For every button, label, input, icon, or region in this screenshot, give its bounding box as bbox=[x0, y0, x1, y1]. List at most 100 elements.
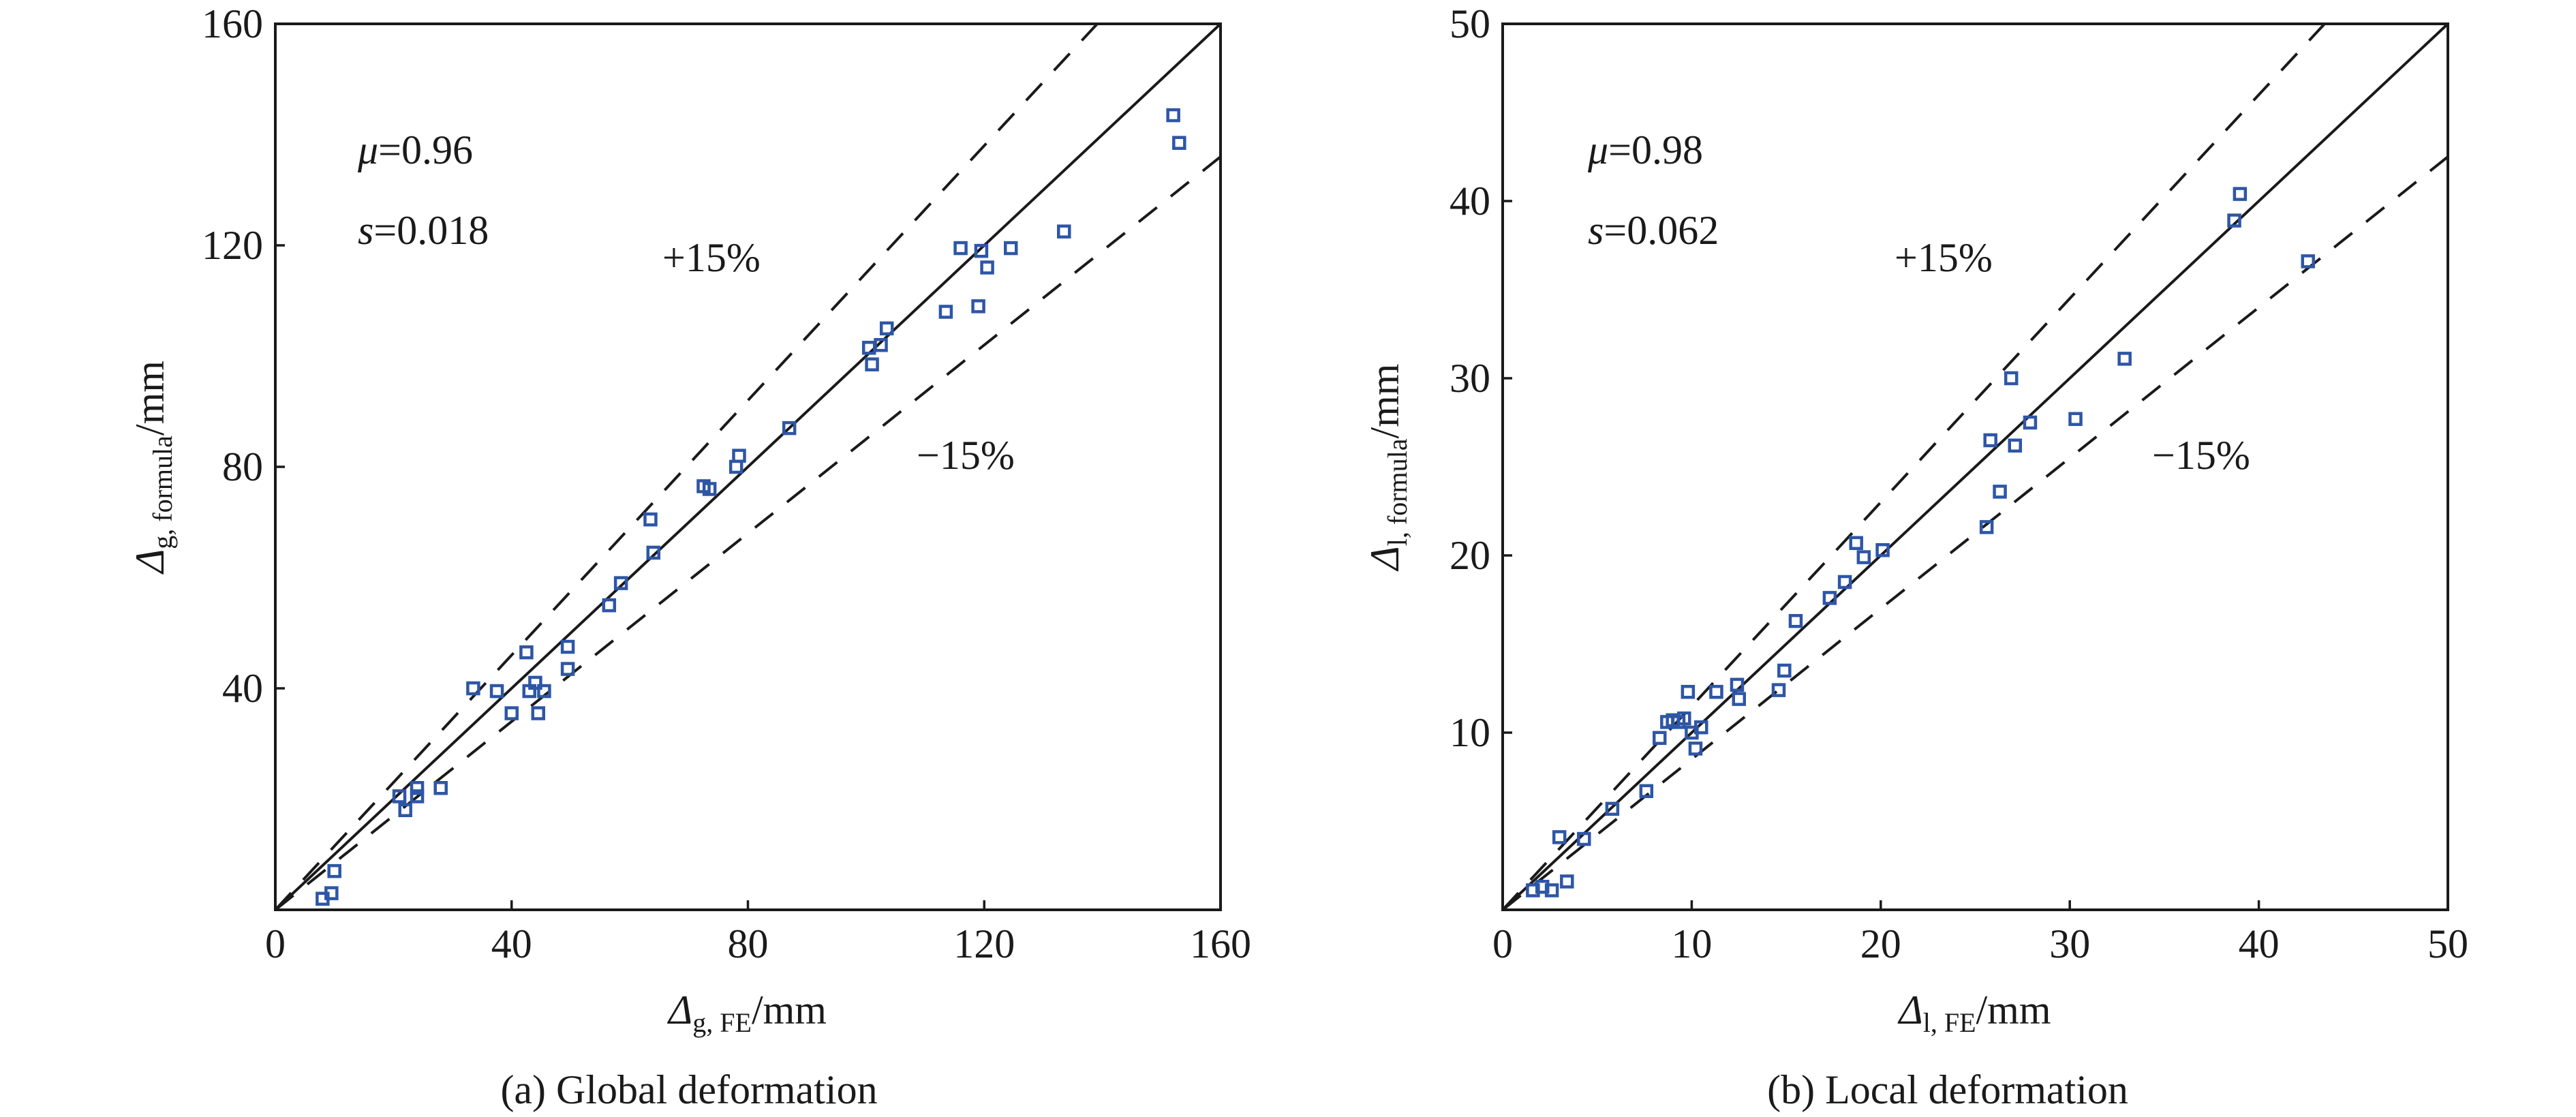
data-point bbox=[1849, 536, 1863, 551]
plot-frame bbox=[1501, 22, 2449, 911]
data-point bbox=[1526, 883, 1540, 898]
data-point bbox=[1577, 831, 1591, 846]
data-point bbox=[865, 357, 879, 371]
data-point bbox=[1685, 725, 1699, 740]
data-point bbox=[1172, 136, 1186, 150]
data-point bbox=[1856, 550, 1871, 564]
std-stat: s=0.018 bbox=[358, 208, 489, 253]
data-point bbox=[971, 299, 985, 313]
x-tick-label: 120 bbox=[953, 921, 1015, 966]
data-point bbox=[392, 789, 407, 804]
x-tick-label: 40 bbox=[2239, 921, 2280, 966]
data-point bbox=[1979, 520, 1994, 534]
data-point bbox=[1730, 677, 1745, 692]
x-tick-label: 40 bbox=[491, 921, 532, 966]
data-point bbox=[2301, 254, 2315, 269]
data-point bbox=[1993, 485, 2007, 499]
data-point bbox=[1688, 741, 1703, 756]
y-tick-label: 80 bbox=[222, 444, 263, 489]
data-point bbox=[1560, 874, 1574, 889]
x-tick-label: 30 bbox=[2049, 921, 2090, 966]
data-points bbox=[1526, 187, 2315, 898]
panel-caption: (a) Global deformation bbox=[500, 1067, 877, 1112]
data-point bbox=[1605, 801, 1620, 816]
data-point bbox=[1166, 108, 1180, 123]
y-tick-label: 10 bbox=[1450, 710, 1490, 755]
data-point bbox=[522, 684, 537, 699]
plus-15-label: +15% bbox=[1895, 235, 1993, 280]
data-point bbox=[1983, 433, 1997, 448]
data-point bbox=[702, 482, 717, 496]
x-axis-title: Δg, FE/mm bbox=[667, 988, 827, 1038]
panel-global-deformation: 0 40 80 120 160 40 80 120 160 μ=0.96 s=0.018 +15… bbox=[127, 1, 1251, 1112]
data-point bbox=[560, 639, 575, 654]
data-point bbox=[938, 305, 953, 319]
y-tick-label: 120 bbox=[202, 223, 263, 268]
y-tick-label: 160 bbox=[202, 1, 263, 46]
data-point bbox=[504, 706, 519, 720]
data-points bbox=[316, 108, 1186, 906]
data-point bbox=[1660, 715, 1674, 729]
reference-lines bbox=[1501, 22, 2449, 911]
panel-local-deformation: 0 10 20 30 40 50 10 20 30 40 50 μ=0.98 s=0.062 +15… bbox=[1362, 1, 2468, 1112]
data-point bbox=[732, 448, 746, 463]
data-point bbox=[729, 459, 743, 474]
x-tick-label: 0 bbox=[1492, 921, 1513, 966]
x-tick-label: 0 bbox=[265, 921, 286, 966]
plus-15-label: +15% bbox=[662, 235, 761, 280]
data-point bbox=[489, 684, 504, 699]
x-tick-label: 50 bbox=[2427, 921, 2468, 966]
data-point bbox=[1837, 575, 1852, 590]
data-point bbox=[643, 512, 658, 527]
data-point bbox=[1057, 224, 1071, 239]
data-point bbox=[1552, 830, 1567, 844]
data-point bbox=[433, 781, 448, 795]
data-point bbox=[410, 781, 425, 795]
data-point bbox=[2233, 187, 2248, 201]
data-point bbox=[2117, 352, 2132, 366]
minus-15-label: −15% bbox=[2152, 433, 2250, 478]
minus-15-label: −15% bbox=[917, 433, 1015, 478]
axis-ticks: 0 40 80 120 160 40 80 120 160 bbox=[202, 1, 1251, 966]
equality-reference-line bbox=[274, 22, 1222, 911]
data-point bbox=[519, 645, 534, 660]
data-point bbox=[980, 260, 994, 275]
data-point bbox=[1709, 684, 1723, 699]
x-tick-label: 160 bbox=[1190, 921, 1251, 966]
data-point bbox=[316, 891, 330, 906]
data-point bbox=[531, 706, 546, 720]
data-point bbox=[2227, 213, 2241, 228]
data-point bbox=[410, 789, 425, 804]
data-point bbox=[1771, 683, 1786, 697]
data-point bbox=[2008, 438, 2023, 453]
data-point bbox=[1822, 591, 1837, 605]
x-tick-label: 80 bbox=[728, 921, 769, 966]
data-point bbox=[879, 321, 894, 336]
data-point bbox=[1777, 663, 1792, 678]
y-tick-label: 40 bbox=[1450, 179, 1490, 224]
data-point bbox=[782, 420, 797, 435]
std-stat: s=0.062 bbox=[1588, 208, 1719, 253]
x-tick-label: 10 bbox=[1671, 921, 1712, 966]
panel-caption: (b) Local deformation bbox=[1767, 1067, 2128, 1112]
data-point bbox=[861, 341, 876, 355]
x-axis-title: Δl, FE/mm bbox=[1897, 988, 2051, 1038]
data-point bbox=[327, 863, 341, 878]
data-point bbox=[953, 241, 968, 256]
y-axis-title: Δg, formula/mm bbox=[127, 361, 178, 575]
data-point bbox=[2004, 371, 2019, 386]
data-point bbox=[1639, 784, 1654, 799]
data-point bbox=[1004, 241, 1018, 256]
y-tick-label: 50 bbox=[1450, 1, 1490, 46]
data-point bbox=[613, 576, 628, 590]
data-point bbox=[1732, 692, 1746, 706]
y-axis-title: Δl, formula/mm bbox=[1362, 364, 1413, 572]
mean-stat: μ=0.98 bbox=[1587, 127, 1703, 172]
data-point bbox=[398, 803, 412, 817]
data-point bbox=[2068, 412, 2083, 427]
data-point bbox=[560, 662, 575, 676]
data-point bbox=[974, 243, 989, 258]
reference-lines bbox=[274, 22, 1222, 911]
x-tick-label: 20 bbox=[1860, 921, 1901, 966]
